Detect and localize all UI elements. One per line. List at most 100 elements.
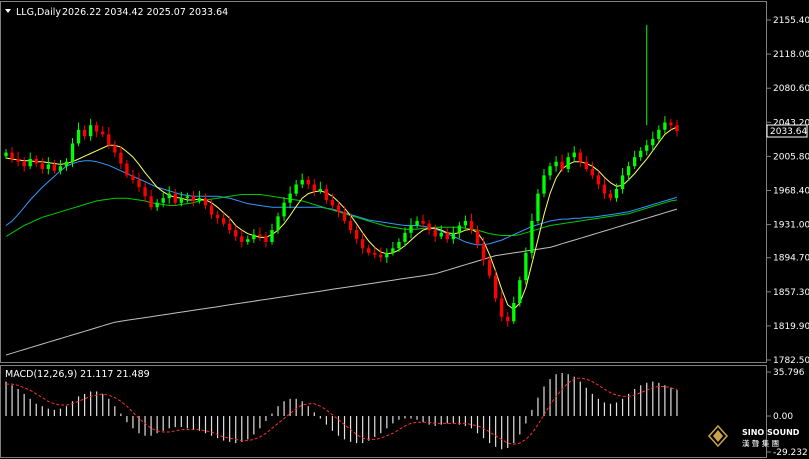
- candle-body: [433, 230, 437, 237]
- candle-body: [645, 145, 649, 151]
- candle-body: [28, 158, 32, 167]
- candle-body: [596, 175, 601, 185]
- candle: [669, 118, 673, 130]
- price-axis-label: 1857.30: [773, 288, 809, 298]
- price-axis-label: 2005.80: [773, 152, 809, 162]
- candle: [536, 189, 540, 224]
- candle-body: [258, 234, 262, 237]
- candle: [34, 155, 38, 168]
- candle-body: [76, 129, 81, 144]
- price-axis-label: 1968.40: [773, 187, 809, 197]
- candle: [113, 140, 117, 158]
- candle-body: [500, 298, 504, 317]
- candle: [330, 193, 335, 211]
- candle-body: [469, 220, 474, 231]
- candle: [506, 312, 510, 327]
- candle: [639, 147, 643, 161]
- candle: [578, 148, 582, 168]
- macd-panel-frame[interactable]: [0, 365, 767, 458]
- candle: [463, 215, 468, 229]
- candle: [445, 228, 449, 243]
- candle: [270, 223, 274, 245]
- candle-body: [191, 196, 196, 201]
- candle: [469, 213, 474, 234]
- slow-moving-average-line: [5, 160, 678, 246]
- price-axis-label: 2118.00: [773, 50, 809, 60]
- candle-body: [348, 220, 353, 231]
- sino-sound-logo: SINO SOUND 漢 聲 集 團: [707, 424, 800, 448]
- candle-body: [306, 179, 310, 185]
- candle-body: [70, 143, 75, 162]
- candle: [306, 176, 310, 190]
- candle: [155, 199, 159, 211]
- candle-body: [566, 157, 570, 169]
- candle: [58, 159, 63, 175]
- candle: [524, 247, 528, 285]
- candle: [215, 210, 220, 224]
- candle-body: [294, 184, 298, 194]
- candle: [101, 126, 105, 138]
- candle-body: [360, 239, 365, 249]
- candle: [367, 244, 371, 256]
- candle: [22, 157, 26, 172]
- candle: [191, 190, 196, 207]
- candle-body: [626, 166, 631, 176]
- candle: [294, 179, 298, 197]
- candle: [379, 247, 383, 262]
- chart-menu-triangle-icon[interactable]: [5, 9, 11, 13]
- candle-body: [107, 134, 111, 146]
- candle-body: [620, 175, 625, 190]
- candle-body: [614, 189, 619, 199]
- candle-body: [4, 152, 8, 157]
- candle-body: [409, 225, 413, 233]
- candle-body: [58, 166, 63, 171]
- candle-body: [185, 196, 190, 199]
- candle: [276, 212, 280, 234]
- price-axis-label: 2080.60: [773, 84, 809, 94]
- candle: [64, 158, 69, 171]
- candle: [264, 231, 268, 248]
- candle: [548, 162, 552, 180]
- candle: [481, 237, 486, 266]
- candle-body: [149, 196, 153, 208]
- candle-body: [493, 275, 498, 299]
- candle-body: [584, 161, 588, 169]
- price-axis-label: 2043.20: [773, 118, 809, 128]
- candle: [409, 218, 413, 239]
- candle: [493, 270, 498, 303]
- candle-body: [675, 125, 679, 132]
- candle-body: [179, 198, 183, 203]
- price-chart-frame[interactable]: [0, 1, 767, 363]
- candle-body: [663, 122, 667, 130]
- candle-body: [209, 205, 214, 215]
- candle-body: [427, 223, 431, 231]
- candle: [137, 172, 141, 192]
- candle: [572, 146, 576, 162]
- candle-body: [554, 161, 558, 167]
- candle: [651, 131, 655, 151]
- candle: [234, 225, 238, 242]
- mid-moving-average-line: [5, 194, 678, 237]
- candle: [282, 197, 286, 221]
- candle: [125, 159, 129, 179]
- candle: [530, 213, 534, 259]
- candle-body: [415, 220, 419, 226]
- candle: [542, 168, 546, 198]
- fast-moving-average-line: [5, 126, 678, 311]
- candle-body: [391, 248, 395, 253]
- current-price-tag: [766, 124, 808, 138]
- candle: [584, 156, 588, 172]
- candle: [197, 190, 202, 204]
- candle: [131, 169, 135, 184]
- candle-body: [64, 161, 69, 167]
- candle: [675, 119, 679, 137]
- candle: [633, 150, 637, 169]
- candle-body: [578, 152, 582, 162]
- candle: [433, 224, 437, 242]
- candle: [52, 159, 57, 174]
- candle-body: [651, 138, 655, 146]
- candle: [566, 152, 570, 173]
- macd-signal-line: [6, 377, 678, 445]
- candle-body: [10, 152, 14, 159]
- candle: [16, 151, 20, 167]
